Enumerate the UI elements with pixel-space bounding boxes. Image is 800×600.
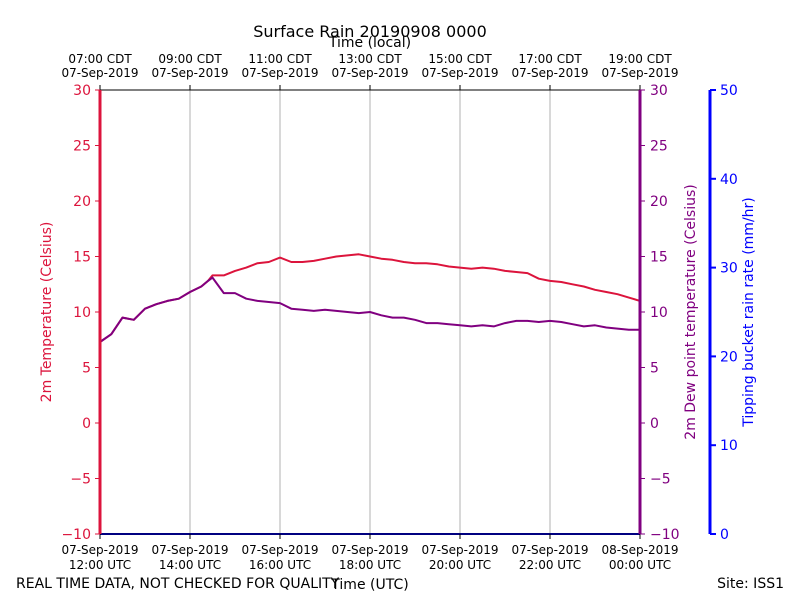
x-tick-label-top-time: 13:00 CDT xyxy=(338,52,402,66)
y-tick-label-right: 30 xyxy=(650,83,668,99)
y-tick-label-left: −10 xyxy=(61,527,91,543)
rain-axis-label: Tipping bucket rain rate (mm/hr) xyxy=(741,197,757,427)
x-tick-label-top-time: 15:00 CDT xyxy=(428,52,492,66)
x-tick-label-bottom-time: 16:00 UTC xyxy=(249,558,311,572)
chart-title: Surface Rain 20190908 0000 xyxy=(253,22,487,41)
right-axis-label: 2m Dew point temperature (Celsius) xyxy=(683,184,699,439)
x-tick-label-top-time: 09:00 CDT xyxy=(158,52,222,66)
x-tick-label-top-time: 11:00 CDT xyxy=(248,52,312,66)
chart-axes xyxy=(98,89,712,535)
x-tick-label-bottom-date: 07-Sep-2019 xyxy=(331,543,408,557)
bottom-axis-label: Time (UTC) xyxy=(330,577,408,593)
y-tick-label-left: −5 xyxy=(70,472,91,488)
x-tick-label-top-date: 07-Sep-2019 xyxy=(151,66,228,80)
y-tick-label-left: 30 xyxy=(73,83,91,99)
x-tick-label-bottom-date: 08-Sep-2019 xyxy=(601,543,678,557)
y-tick-label-right: 10 xyxy=(650,305,668,321)
left-axis-label: 2m Temperature (Celsius) xyxy=(39,222,55,403)
x-tick-label-bottom-time: 20:00 UTC xyxy=(429,558,491,572)
x-tick-label-top-date: 07-Sep-2019 xyxy=(61,66,138,80)
top-axis-label: Time (local) xyxy=(328,35,411,51)
y-tick-label-left: 0 xyxy=(82,416,91,432)
x-tick-label-top-date: 07-Sep-2019 xyxy=(601,66,678,80)
x-tick-label-top-date: 07-Sep-2019 xyxy=(421,66,498,80)
y-tick-label-rain: 40 xyxy=(720,172,738,188)
y-tick-label-left: 10 xyxy=(73,305,91,321)
x-tick-label-top-date: 07-Sep-2019 xyxy=(511,66,588,80)
y-tick-label-rain: 0 xyxy=(720,527,729,543)
x-tick-label-bottom-time: 22:00 UTC xyxy=(519,558,581,572)
y-tick-label-right: 5 xyxy=(650,361,659,377)
y-tick-label-right: 0 xyxy=(650,416,659,432)
x-tick-label-bottom-time: 12:00 UTC xyxy=(69,558,131,572)
y-tick-label-right: 25 xyxy=(650,139,668,155)
quality-disclaimer: REAL TIME DATA, NOT CHECKED FOR QUALITY xyxy=(16,576,340,592)
x-tick-label-bottom-time: 14:00 UTC xyxy=(159,558,221,572)
y-tick-label-right: 15 xyxy=(650,250,668,266)
y-tick-label-left: 15 xyxy=(73,250,91,266)
y-tick-label-left: 5 xyxy=(82,361,91,377)
y-tick-label-right: −10 xyxy=(650,527,680,543)
x-tick-label-bottom-date: 07-Sep-2019 xyxy=(61,543,138,557)
x-tick-label-bottom-date: 07-Sep-2019 xyxy=(241,543,318,557)
y-tick-label-left: 25 xyxy=(73,139,91,155)
y-tick-label-rain: 30 xyxy=(720,261,738,277)
y-tick-label-rain: 50 xyxy=(720,83,738,99)
dewpoint-line xyxy=(99,276,640,343)
x-tick-label-bottom-date: 07-Sep-2019 xyxy=(421,543,498,557)
x-tick-label-top-time: 07:00 CDT xyxy=(68,52,132,66)
x-tick-label-top-time: 17:00 CDT xyxy=(518,52,582,66)
site-label: Site: ISS1 xyxy=(717,576,784,592)
y-tick-label-right: −5 xyxy=(650,472,671,488)
y-tick-label-right: 20 xyxy=(650,194,668,210)
x-tick-label-bottom-time: 00:00 UTC xyxy=(609,558,671,572)
y-tick-label-left: 20 xyxy=(73,194,91,210)
x-tick-label-bottom-time: 18:00 UTC xyxy=(339,558,401,572)
x-tick-label-bottom-date: 07-Sep-2019 xyxy=(511,543,588,557)
y-tick-label-rain: 10 xyxy=(720,438,738,454)
x-tick-label-bottom-date: 07-Sep-2019 xyxy=(151,543,228,557)
x-tick-label-top-date: 07-Sep-2019 xyxy=(331,66,408,80)
x-tick-label-top-date: 07-Sep-2019 xyxy=(241,66,318,80)
x-tick-label-top-time: 19:00 CDT xyxy=(608,52,672,66)
y-tick-label-rain: 20 xyxy=(720,349,738,365)
